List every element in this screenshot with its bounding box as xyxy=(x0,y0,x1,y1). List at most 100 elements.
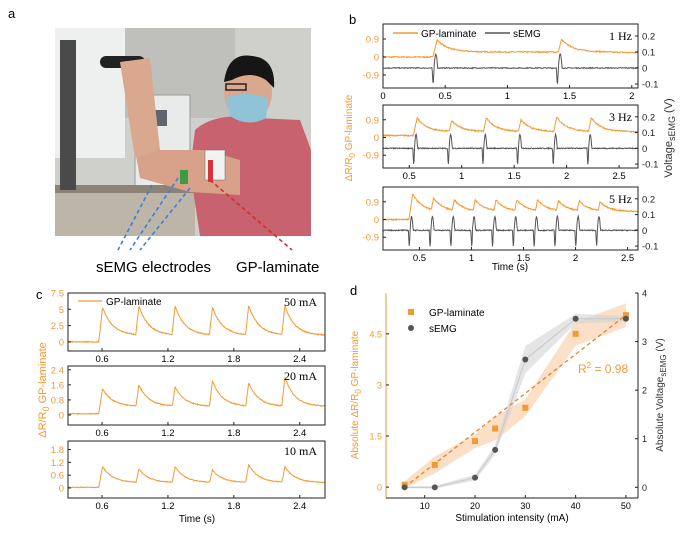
y-tick-label-left: 0.9 xyxy=(366,197,379,208)
y-tick-label-left: 1.2 xyxy=(51,458,64,469)
plot-frame xyxy=(382,23,639,89)
semg-trace xyxy=(383,52,638,85)
y-tick-label-right: 0.1 xyxy=(642,48,655,59)
plot-frame xyxy=(67,365,326,426)
y-tick-label-left: 3 xyxy=(377,380,382,390)
gp-laminate-trace xyxy=(67,464,325,489)
panel-label-b: b xyxy=(349,12,356,27)
frequency-label: 1 Hz xyxy=(609,29,632,43)
y-tick-label-left: 5 xyxy=(59,305,64,316)
gp-error-band xyxy=(404,303,626,489)
x-tick-label: 1 xyxy=(469,253,474,264)
y-tick-label-left: 0.6 xyxy=(51,471,64,482)
semg-data-point xyxy=(472,474,479,481)
y-tick-label-left: -0.9 xyxy=(363,151,379,162)
legend-marker-semg xyxy=(408,325,414,331)
y-tick-label-left: 2.5 xyxy=(51,321,64,332)
panel-c-subplot-50ma: 0.6 1.2 1.8 2.4 0 2.5 5 7.5 50 mA xyxy=(51,289,326,365)
y-tick-label-right: 2 xyxy=(642,386,647,396)
panel-label-c: c xyxy=(36,287,43,302)
x-tick-label: 1.2 xyxy=(161,501,174,512)
panel-c-xlabel: Time (s) xyxy=(179,514,215,525)
plot-frame xyxy=(67,292,326,352)
y-tick-label-left: 0 xyxy=(374,133,379,144)
panel-b-subplot-5hz: 0.5 1 1.5 2 2.5 -0.9 0 0.9 -0.1 0 0.1 0.2 5 Hz xyxy=(363,186,658,264)
gp-laminate-trace xyxy=(382,193,638,222)
x-tick-label: 0.5 xyxy=(439,91,452,102)
y-tick-label-right: 0.1 xyxy=(642,210,655,221)
semg-data-point xyxy=(522,356,529,363)
plot-frame xyxy=(382,104,639,169)
semg-trace xyxy=(383,214,639,247)
laminate-arrow xyxy=(209,179,293,251)
semg-data-point xyxy=(401,484,408,491)
panel-c-ylabel: ΔR/R0 GP-laminate xyxy=(37,342,51,438)
gp-data-point xyxy=(431,461,438,468)
y-tick-label-left: 0 xyxy=(374,53,379,64)
x-tick-label: 30 xyxy=(520,501,530,511)
x-tick-label: 10 xyxy=(420,501,430,511)
x-tick-label: 50 xyxy=(621,501,631,511)
x-tick-label: 2 xyxy=(573,253,578,264)
panel-b-ylabel-right: VoltagesEMG (V) xyxy=(663,98,677,177)
x-tick-label: 2 xyxy=(564,171,569,182)
legend-label-semg: sEMG xyxy=(513,29,541,40)
panel-c-subplot-10ma: 0.6 1.2 1.8 2.400.61.21.8 10 mA xyxy=(51,440,326,512)
y-tick-label-right: -0.1 xyxy=(642,242,658,253)
x-tick-label: 1.5 xyxy=(517,253,530,264)
x-tick-label: 0.6 xyxy=(95,354,108,365)
y-tick-label-right: 0 xyxy=(642,483,647,493)
y-tick-label-left: 7.5 xyxy=(51,289,64,300)
y-tick-label-right: 3 xyxy=(642,337,647,347)
current-label: 10 mA xyxy=(284,444,317,458)
y-tick-label-left: 4.5 xyxy=(369,329,382,339)
y-tick-label-left: 0 xyxy=(377,483,382,493)
legend-marker-gp xyxy=(408,309,414,315)
x-tick-label: 1.2 xyxy=(161,428,174,439)
y-tick-label-left: 1.5 xyxy=(369,432,382,442)
panel-b-xlabel: Time (s) xyxy=(492,262,528,273)
legend-label-gp: GP-laminate xyxy=(421,29,477,40)
legend-label-gp: GP-laminate xyxy=(106,297,162,308)
y-tick-label-right: 1 xyxy=(642,434,647,444)
x-tick-label: 2.4 xyxy=(293,354,306,365)
current-label: 20 mA xyxy=(284,369,317,383)
y-tick-label-right: 0 xyxy=(642,144,647,155)
y-tick-label-right: 0.2 xyxy=(642,112,655,123)
x-tick-label: 2.5 xyxy=(621,253,634,264)
semg-data-point xyxy=(431,484,438,491)
y-tick-label-left: 1.8 xyxy=(51,445,64,456)
y-tick-label-right: 0 xyxy=(642,64,647,75)
y-tick-label-left: 0 xyxy=(59,411,64,422)
gp-data-point xyxy=(622,312,629,319)
gp-data-point xyxy=(522,404,529,411)
x-tick-label: 1 xyxy=(505,91,510,102)
y-tick-label-right: 0.2 xyxy=(642,194,655,205)
semg-data-point xyxy=(622,315,629,322)
panel-d-ylabel-right: Absolute VoltagesEMG (V) xyxy=(655,338,668,451)
gp-data-point xyxy=(492,425,499,432)
plot-frame xyxy=(67,440,326,499)
legend-label-gp: GP-laminate xyxy=(429,308,485,319)
semg-data-point xyxy=(492,446,499,453)
y-tick-label-left: 0.9 xyxy=(366,115,379,126)
x-tick-label: 0.5 xyxy=(403,171,416,182)
y-tick-label-right: 4 xyxy=(642,289,647,299)
y-tick-label-left: 0 xyxy=(59,483,64,494)
linear-fit-line xyxy=(404,314,627,488)
x-tick-label: 1.8 xyxy=(227,501,240,512)
y-tick-label-left: 0 xyxy=(374,215,379,226)
y-tick-label-right: 0.2 xyxy=(642,32,655,43)
x-tick-label: 20 xyxy=(470,501,480,511)
electrode-arrows xyxy=(117,177,191,251)
panel-b-subplot-1hz: 0 0.5 1 1.5 2-0.900.9-0.100.10.21 Hz xyxy=(363,23,658,102)
frequency-label: 3 Hz xyxy=(609,110,632,124)
y-tick-label-left: 0 xyxy=(59,337,64,348)
legend-label-semg: sEMG xyxy=(429,324,457,335)
y-tick-label-left: 0.9 xyxy=(366,35,379,46)
gp-laminate-trace xyxy=(67,304,325,344)
x-tick-label: 0.5 xyxy=(413,253,426,264)
x-tick-label: 1.8 xyxy=(227,354,240,365)
x-tick-label: 40 xyxy=(571,501,581,511)
